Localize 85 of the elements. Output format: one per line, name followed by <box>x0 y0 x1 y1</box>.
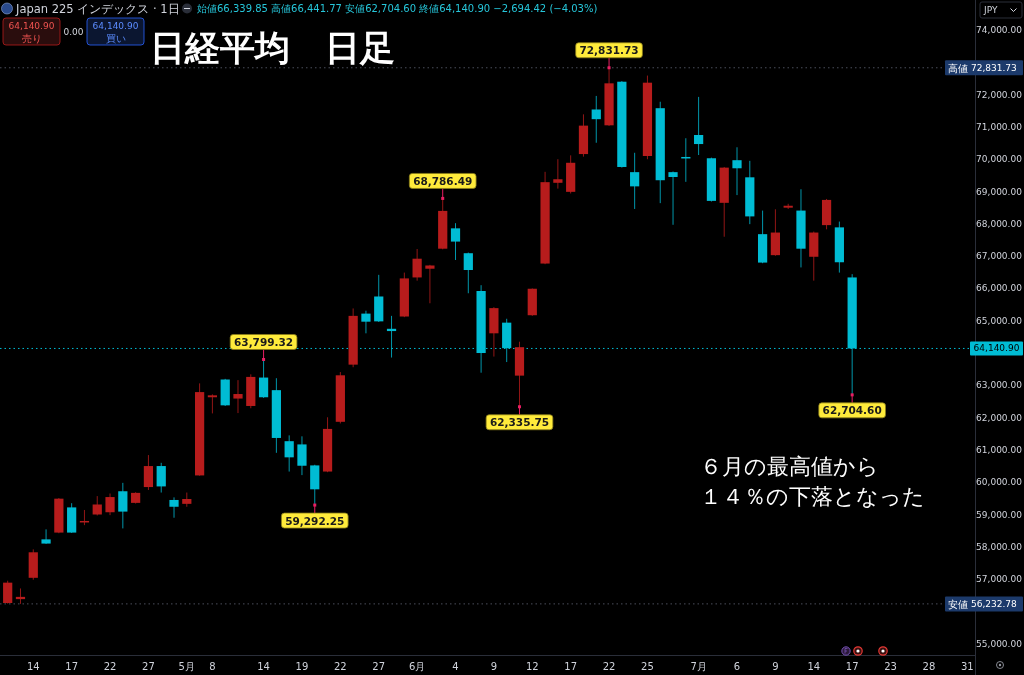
candlestick <box>118 482 128 529</box>
y-tick-label: 58,000.00 <box>976 541 1023 552</box>
x-tick-label: 14 <box>26 660 40 672</box>
x-tick-label: 22 <box>602 660 616 672</box>
annotation: 59,292.25 <box>285 514 345 527</box>
candlestick <box>694 96 704 156</box>
y-tick-label: 69,000.00 <box>976 186 1023 197</box>
candlestick <box>425 264 435 304</box>
x-tick-label: 27 <box>372 660 386 672</box>
annotation: １４％の下落となった <box>700 484 925 509</box>
annotation: 始値66,339.85 高値66,441.77 安値62,704.60 終値64,140.90 −2,694.42 (−4.03%) <box>197 3 598 14</box>
x-tick-label: 8 <box>209 660 216 672</box>
x-tick-label: 17 <box>845 660 859 672</box>
x-tick-label: 22 <box>103 660 117 672</box>
x-tick-label: 23 <box>884 660 897 672</box>
candlestick <box>143 454 154 491</box>
ref-line-label: 64,140.90 <box>973 343 1020 354</box>
x-tick-label: 9 <box>490 660 498 672</box>
x-tick-label: 27 <box>142 660 155 672</box>
y-tick-label: 55,000.00 <box>976 638 1023 649</box>
x-tick-label: 12 <box>525 660 539 672</box>
x-tick-label: 28 <box>922 660 936 672</box>
ref-line-label: 安値 56,232.78 <box>948 598 1018 610</box>
annotation: 0.00 <box>63 26 84 37</box>
x-tick-label: 17 <box>564 660 578 672</box>
x-tick-label: 14 <box>807 660 821 672</box>
y-tick-label: 59,000.00 <box>976 509 1023 520</box>
y-tick-label: 71,000.00 <box>976 121 1023 132</box>
candlestick <box>3 580 13 605</box>
candlestick <box>553 158 563 190</box>
candlestick <box>463 252 473 294</box>
x-tick-label: 6 <box>733 660 741 672</box>
y-axis-title: JPY <box>983 5 998 15</box>
y-tick-label: 72,000.00 <box>976 89 1023 100</box>
x-tick-label: 5月 <box>178 660 195 672</box>
y-tick-label: 68,000.00 <box>976 218 1023 229</box>
candlestick <box>169 496 179 519</box>
candlestick <box>284 434 294 473</box>
annotation: 72,831.73 <box>579 44 639 57</box>
ref-line-label: 高値 72,831.73 <box>948 62 1017 74</box>
text: 日経平均 日足 <box>150 28 395 68</box>
candlestick <box>668 171 678 226</box>
x-tick-label: 25 <box>641 660 654 672</box>
annotation: 62,335.75 <box>489 416 550 429</box>
x-tick-label: 9 <box>772 660 779 672</box>
y-tick-label: 66,000.00 <box>976 283 1023 294</box>
x-tick-label: 31 <box>960 660 974 672</box>
y-tick-label: 60,000.00 <box>976 477 1023 488</box>
candlestick <box>450 222 461 261</box>
y-tick-label: 63,000.00 <box>976 380 1023 391</box>
candlestick <box>233 379 243 414</box>
annotation: 63,799.32 <box>234 336 294 348</box>
candlestick <box>630 152 640 210</box>
candlestick <box>297 435 307 476</box>
y-tick-label: 65,000.00 <box>976 315 1023 326</box>
x-tick-label: 14 <box>257 660 270 672</box>
candlestick <box>361 310 371 334</box>
candlestick <box>770 208 780 257</box>
annotation: 68,786.49 <box>413 174 473 187</box>
y-tick-label: 67,000.00 <box>976 251 1023 262</box>
annotation: 62,704.60 <box>822 404 882 417</box>
annotation: 64,140.90 <box>8 21 55 31</box>
candlestick <box>105 493 115 516</box>
candlestick <box>412 248 422 282</box>
candlestick <box>156 462 166 494</box>
candlestick <box>207 393 218 414</box>
x-tick-label: 4 <box>452 660 459 672</box>
annotation: 64,140.90 <box>92 21 139 31</box>
candlestick <box>41 528 51 545</box>
candlestick <box>732 146 742 196</box>
annotation: 買い <box>105 32 126 44</box>
annotation: 売り <box>21 32 42 44</box>
x-tick-label: 6月 <box>408 660 426 672</box>
chart-subtitle: Japan 225 インデックス · 1日 <box>15 1 180 16</box>
y-tick-label: 70,000.00 <box>976 154 1023 165</box>
y-tick-label: 61,000.00 <box>976 444 1023 455</box>
y-tick-label: 62,000.00 <box>976 412 1023 423</box>
x-tick-label: 7月 <box>690 660 707 672</box>
x-tick-label: 19 <box>295 660 309 672</box>
y-tick-label: 57,000.00 <box>976 574 1023 585</box>
x-tick-label: 22 <box>333 660 347 672</box>
candlestick <box>591 95 601 144</box>
y-tick-label: 74,000.00 <box>976 25 1023 36</box>
x-tick-label: 17 <box>65 660 79 672</box>
annotation: ６月の最高値から <box>700 454 879 479</box>
